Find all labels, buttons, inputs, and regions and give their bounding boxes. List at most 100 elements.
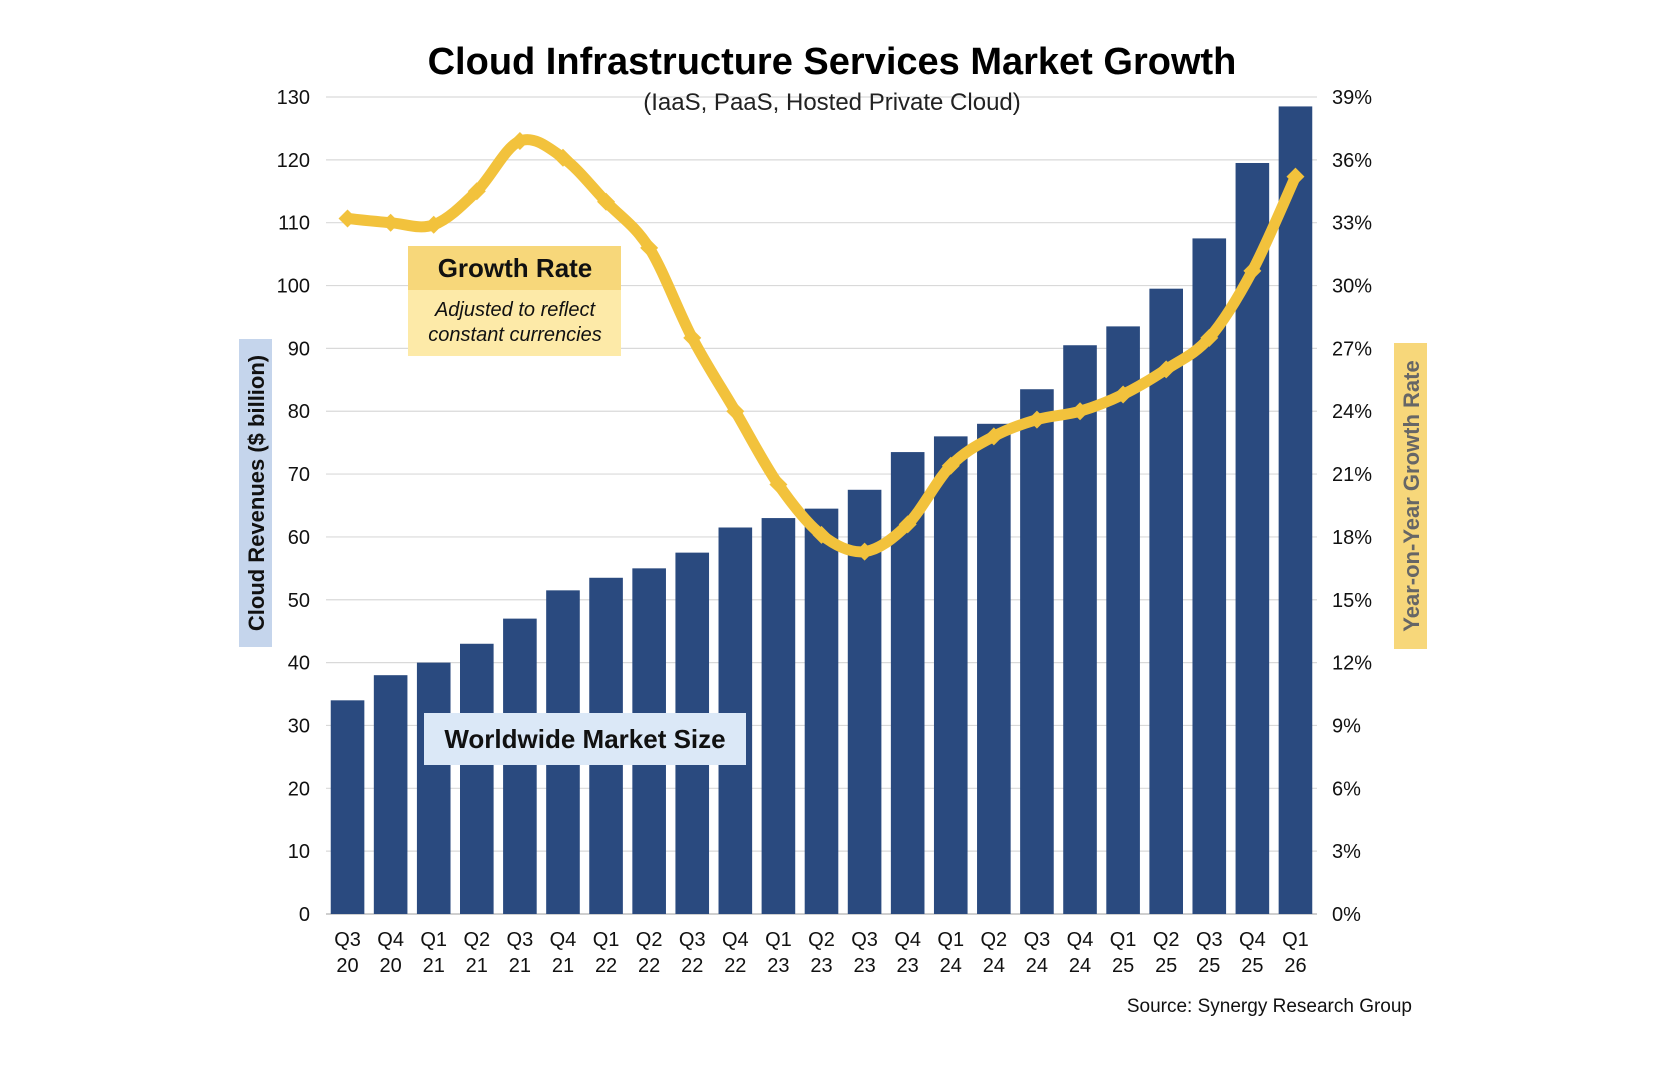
x-tick-label-quarter: Q3: [679, 929, 706, 951]
growth-box-note-line1: Adjusted to reflect: [434, 299, 597, 321]
x-tick-label-year: 24: [1069, 955, 1091, 977]
market-box-title: Worldwide Market Size: [444, 724, 725, 754]
y2-tick-label: 24%: [1332, 401, 1372, 423]
y-tick-label: 110: [278, 213, 310, 235]
bar: [804, 508, 839, 914]
growth-point: [1286, 167, 1305, 186]
growth-point: [1200, 328, 1219, 347]
y-tick-label: 90: [288, 338, 310, 360]
x-tick-label-quarter: Q4: [377, 929, 404, 951]
x-tick-label-year: 22: [681, 955, 703, 977]
x-tick-label-quarter: Q2: [463, 929, 490, 951]
y2-tick-label: 6%: [1332, 778, 1361, 800]
x-tick-label-quarter: Q3: [334, 929, 361, 951]
growth-point: [510, 131, 529, 150]
bar: [761, 518, 796, 914]
x-tick-label-year: 22: [595, 955, 617, 977]
growth-point: [1157, 360, 1176, 379]
x-tick-label-year: 25: [1155, 955, 1177, 977]
growth-line: [338, 131, 1305, 561]
y2-tick-label: 18%: [1332, 527, 1372, 549]
growth-point: [855, 542, 874, 561]
x-tick-label-year: 21: [423, 955, 445, 977]
y2-tick-label: 9%: [1332, 715, 1361, 737]
growth-point: [898, 515, 917, 534]
x-tick-label-year: 24: [940, 955, 962, 977]
bar: [373, 675, 408, 914]
right-axis-title: Year-on-Year Growth Rate: [1399, 360, 1424, 631]
y-tick-label: 20: [288, 778, 310, 800]
y2-tick-label: 36%: [1332, 150, 1372, 172]
x-tick-label-quarter: Q2: [1153, 929, 1180, 951]
bar: [503, 618, 537, 914]
x-tick-label-quarter: Q1: [420, 929, 447, 951]
y-tick-label: 100: [277, 276, 310, 298]
x-tick-label-quarter: Q3: [851, 929, 878, 951]
x-tick-label-quarter: Q3: [1024, 929, 1051, 951]
growth-box-note-bg: [408, 290, 621, 356]
y2-tick-label: 3%: [1332, 841, 1361, 863]
x-tick-label-year: 20: [380, 955, 402, 977]
growth-point: [726, 402, 745, 421]
bar: [1106, 326, 1140, 915]
y2-tick-label: 21%: [1332, 464, 1372, 486]
growth-point: [640, 238, 659, 257]
x-tick-label-quarter: Q4: [1067, 929, 1094, 951]
bar: [977, 423, 1011, 914]
growth-point: [769, 475, 788, 494]
growth-point: [553, 148, 572, 167]
x-tick-label-year: 23: [853, 955, 875, 977]
growth-point: [381, 213, 400, 232]
x-tick-label-quarter: Q3: [1196, 929, 1223, 951]
x-tick-label-quarter: Q3: [507, 929, 534, 951]
y-tick-label: 30: [288, 715, 310, 737]
growth-box-note-line2: constant currencies: [428, 324, 601, 346]
y-tick-label: 10: [288, 841, 310, 863]
x-tick-label-quarter: Q2: [981, 929, 1008, 951]
x-tick-label-quarter: Q2: [636, 929, 663, 951]
y-tick-label: 120: [277, 150, 310, 172]
category-labels: Q3 20 Q4 20 Q1 21 Q2 21 Q3 21 Q4 21 Q1 22 Q2 22 Q3 22 Q4 22…: [334, 929, 1309, 977]
tick-labels: 0 10 20 30 40 50 60 70 80 90 100 110 120 130 0% 3% 6% 9% 1…: [277, 87, 1373, 926]
y2-tick-label: 27%: [1332, 338, 1372, 360]
growth-box-title: Growth Rate: [438, 253, 593, 283]
growth-point: [424, 215, 443, 234]
chart-title: Cloud Infrastructure Services Market Gro…: [428, 41, 1237, 83]
x-tick-label-year: 25: [1198, 955, 1220, 977]
growth-point: [941, 456, 960, 475]
growth-box-title-bg: [408, 246, 621, 290]
x-tick-label-year: 23: [767, 955, 789, 977]
bars: [330, 106, 1313, 915]
x-tick-label-quarter: Q2: [808, 929, 835, 951]
growth-point: [1243, 261, 1262, 280]
x-tick-label-quarter: Q4: [894, 929, 921, 951]
x-tick-label-year: 24: [1026, 955, 1048, 977]
x-tick-label-year: 21: [552, 955, 574, 977]
y-tick-label: 60: [288, 527, 310, 549]
market-box-bg: [424, 713, 746, 765]
bar: [416, 662, 451, 914]
growth-point: [683, 328, 702, 347]
x-tick-label-year: 23: [810, 955, 832, 977]
x-tick-label-quarter: Q1: [765, 929, 792, 951]
left-axis-title: Cloud Revenues ($ billion): [244, 355, 269, 631]
bar: [460, 643, 494, 914]
x-tick-label-year: 25: [1112, 955, 1134, 977]
y-tick-label: 40: [288, 653, 310, 675]
growth-point: [1027, 410, 1046, 429]
y-tick-label: 80: [288, 401, 310, 423]
growth-point: [1114, 385, 1133, 404]
x-tick-label-year: 26: [1284, 955, 1306, 977]
x-tick-label-year: 22: [638, 955, 660, 977]
y-tick-label: 70: [288, 464, 310, 486]
x-tick-label-quarter: Q4: [722, 929, 749, 951]
bar: [1149, 288, 1183, 914]
x-tick-label-quarter: Q1: [937, 929, 964, 951]
source-note: Source: Synergy Research Group: [1127, 996, 1412, 1017]
x-tick-label-year: 20: [336, 955, 358, 977]
y2-tick-label: 39%: [1332, 87, 1372, 109]
y-tick-label: 130: [277, 87, 310, 109]
bar: [1020, 389, 1054, 914]
